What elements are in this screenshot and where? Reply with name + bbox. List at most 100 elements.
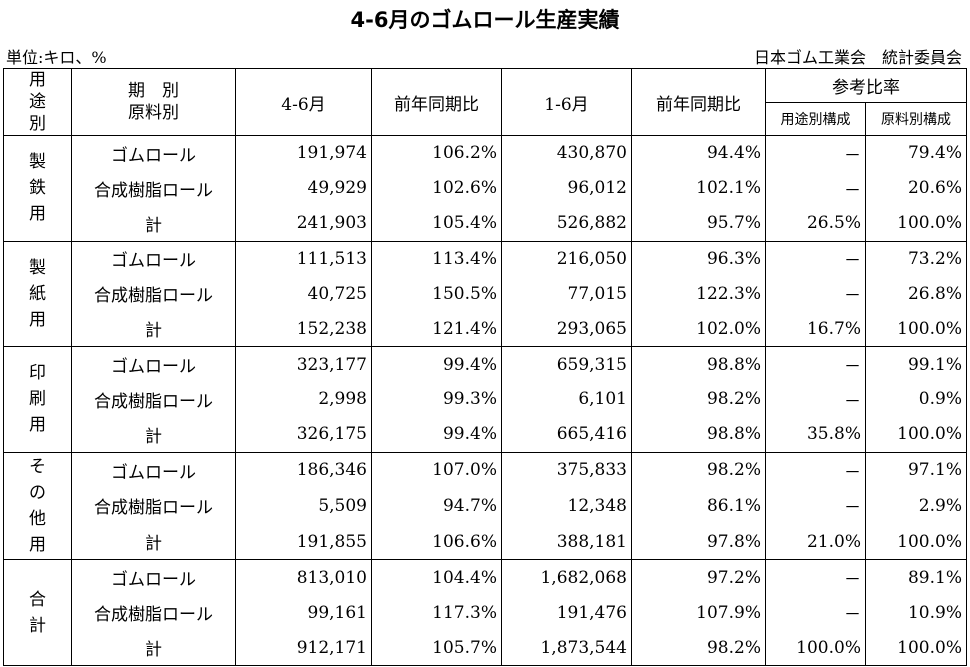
group-label-char: 用 xyxy=(29,415,46,436)
table-body: 製鉄用ゴムロール 191,974 106.2% 430,870 94.4% － 79.4% 合… xyxy=(3,134,967,666)
cell-quarter: 40,725 xyxy=(235,276,372,312)
row-name: 合成樹脂ロール xyxy=(71,595,236,630)
cell-ref-use: － xyxy=(765,488,866,524)
row-name: 合成樹脂ロール xyxy=(71,276,236,312)
group-label-char: 他 xyxy=(29,508,46,529)
header-period-line2: 原料別 xyxy=(128,103,179,123)
cell-ref-use: － xyxy=(765,240,866,277)
group-label-char: 用 xyxy=(29,204,46,225)
cell-quarter-yoy: 106.2% xyxy=(371,134,502,171)
group-label-char: 鉄 xyxy=(29,178,46,199)
unit-label: 単位:キロ、% xyxy=(6,48,107,67)
cell-quarter-yoy: 102.6% xyxy=(371,170,502,206)
row-name: 計 xyxy=(71,630,236,666)
header-period: 期 別 原料別 xyxy=(71,68,236,136)
cell-quarter-yoy: 99.3% xyxy=(371,381,502,417)
cell-quarter-yoy: 113.4% xyxy=(371,240,502,277)
cell-ref-material: 100.0% xyxy=(865,416,967,453)
cell-ytd-yoy: 98.8% xyxy=(631,416,766,453)
header-ytd: 1-6月 xyxy=(501,68,632,136)
cell-quarter: 49,929 xyxy=(235,170,372,206)
group-label-char: 製 xyxy=(29,257,46,278)
cell-quarter-yoy: 99.4% xyxy=(371,346,502,382)
header-reference: 参考比率 xyxy=(765,68,967,103)
cell-quarter: 813,010 xyxy=(235,559,372,596)
cell-quarter-yoy: 105.7% xyxy=(371,630,502,666)
group-label: その他用 xyxy=(3,451,72,561)
cell-ref-material: 26.8% xyxy=(865,276,967,312)
cell-ref-use: 35.8% xyxy=(765,416,866,453)
cell-ytd-yoy: 95.7% xyxy=(631,205,766,242)
cell-ref-material: 20.6% xyxy=(865,170,967,206)
header-ref-use: 用途別構成 xyxy=(765,102,866,136)
cell-ytd-yoy: 86.1% xyxy=(631,488,766,524)
header-ytd-yoy: 前年同期比 xyxy=(631,68,766,136)
table-row: 計 152,238 121.4% 293,065 102.0% 16.7% 100.0% xyxy=(4,311,967,348)
group-label: 製紙用 xyxy=(3,240,72,348)
cell-ref-material: 100.0% xyxy=(865,205,967,242)
cell-ref-use: － xyxy=(765,346,866,382)
row-name: 計 xyxy=(71,311,236,348)
group-label-char: 製 xyxy=(29,152,46,173)
cell-ref-use: － xyxy=(765,134,866,171)
header-ref-material: 原料別構成 xyxy=(865,102,967,136)
header-category: 用 途 別 xyxy=(3,68,72,136)
cell-ref-material: 97.1% xyxy=(865,451,967,489)
cell-ytd: 375,833 xyxy=(501,451,632,489)
cell-ytd-yoy: 102.0% xyxy=(631,311,766,348)
group-label-char: 紙 xyxy=(29,283,46,304)
cell-ref-material: 79.4% xyxy=(865,134,967,171)
table-row: 合計ゴムロール 813,010 104.4% 1,682,068 97.2% － 89.1% xyxy=(3,559,967,666)
cell-ytd: 526,882 xyxy=(501,205,632,242)
cell-ytd: 430,870 xyxy=(501,134,632,171)
cell-quarter-yoy: 105.4% xyxy=(371,205,502,242)
cell-quarter: 241,903 xyxy=(235,205,372,242)
cell-quarter: 912,171 xyxy=(235,630,372,666)
cell-ytd: 388,181 xyxy=(501,523,632,561)
group-label-char: 用 xyxy=(29,534,46,555)
page-title: 4-6月のゴムロール生産実績 xyxy=(350,8,620,32)
cell-ref-material: 100.0% xyxy=(865,630,967,666)
group-label-char: そ xyxy=(29,456,46,477)
cell-quarter: 2,998 xyxy=(235,381,372,417)
cell-ref-use: 16.7% xyxy=(765,311,866,348)
cell-ytd: 191,476 xyxy=(501,595,632,630)
cell-ref-use: － xyxy=(765,381,866,417)
cell-quarter-yoy: 94.7% xyxy=(371,488,502,524)
cell-ref-use: 100.0% xyxy=(765,630,866,666)
cell-ytd-yoy: 97.8% xyxy=(631,523,766,561)
row-name: 合成樹脂ロール xyxy=(71,170,236,206)
table-row: 計 912,171 105.7% 1,873,544 98.2% 100.0% 100.0% xyxy=(4,630,967,666)
table-row: 製鉄用ゴムロール 191,974 106.2% 430,870 94.4% － 79.4% xyxy=(3,134,967,242)
cell-quarter: 326,175 xyxy=(235,416,372,453)
header-category-char: 途 xyxy=(29,92,46,112)
header-quarter-yoy: 前年同期比 xyxy=(371,68,502,136)
cell-quarter: 152,238 xyxy=(235,311,372,348)
table-row: 製紙用ゴムロール 111,513 113.4% 216,050 96.3% － 73.2% xyxy=(3,240,967,348)
cell-ytd: 1,682,068 xyxy=(501,559,632,596)
cell-ref-use: － xyxy=(765,276,866,312)
cell-ytd: 293,065 xyxy=(501,311,632,348)
cell-quarter: 191,974 xyxy=(235,134,372,171)
table-row: 合成樹脂ロール 99,161 117.3% 191,476 107.9% － 10.9% xyxy=(4,595,967,630)
row-name: 合成樹脂ロール xyxy=(71,488,236,524)
cell-ref-use: 26.5% xyxy=(765,205,866,242)
header-category-char: 別 xyxy=(29,114,46,134)
source-label: 日本ゴム工業会 統計委員会 xyxy=(753,48,962,67)
cell-ytd-yoy: 98.2% xyxy=(631,451,766,489)
group-label-char: 刷 xyxy=(29,389,46,410)
group-label-char: の xyxy=(29,482,46,503)
row-name: ゴムロール xyxy=(71,346,236,382)
cell-ref-material: 99.1% xyxy=(865,346,967,382)
cell-ref-material: 89.1% xyxy=(865,559,967,596)
cell-quarter-yoy: 150.5% xyxy=(371,276,502,312)
cell-ytd: 1,873,544 xyxy=(501,630,632,666)
cell-ytd: 96,012 xyxy=(501,170,632,206)
table-row: 計 326,175 99.4% 665,416 98.8% 35.8% 100.0% xyxy=(4,416,967,453)
row-name: 合成樹脂ロール xyxy=(71,381,236,417)
cell-ytd-yoy: 94.4% xyxy=(631,134,766,171)
table-row: 合成樹脂ロール 40,725 150.5% 77,015 122.3% － 26.8% xyxy=(4,276,967,312)
cell-ytd: 12,348 xyxy=(501,488,632,524)
group-label-char: 合 xyxy=(29,589,46,610)
table-row: 印刷用ゴムロール 323,177 99.4% 659,315 98.8% － 99.1% xyxy=(3,346,967,453)
